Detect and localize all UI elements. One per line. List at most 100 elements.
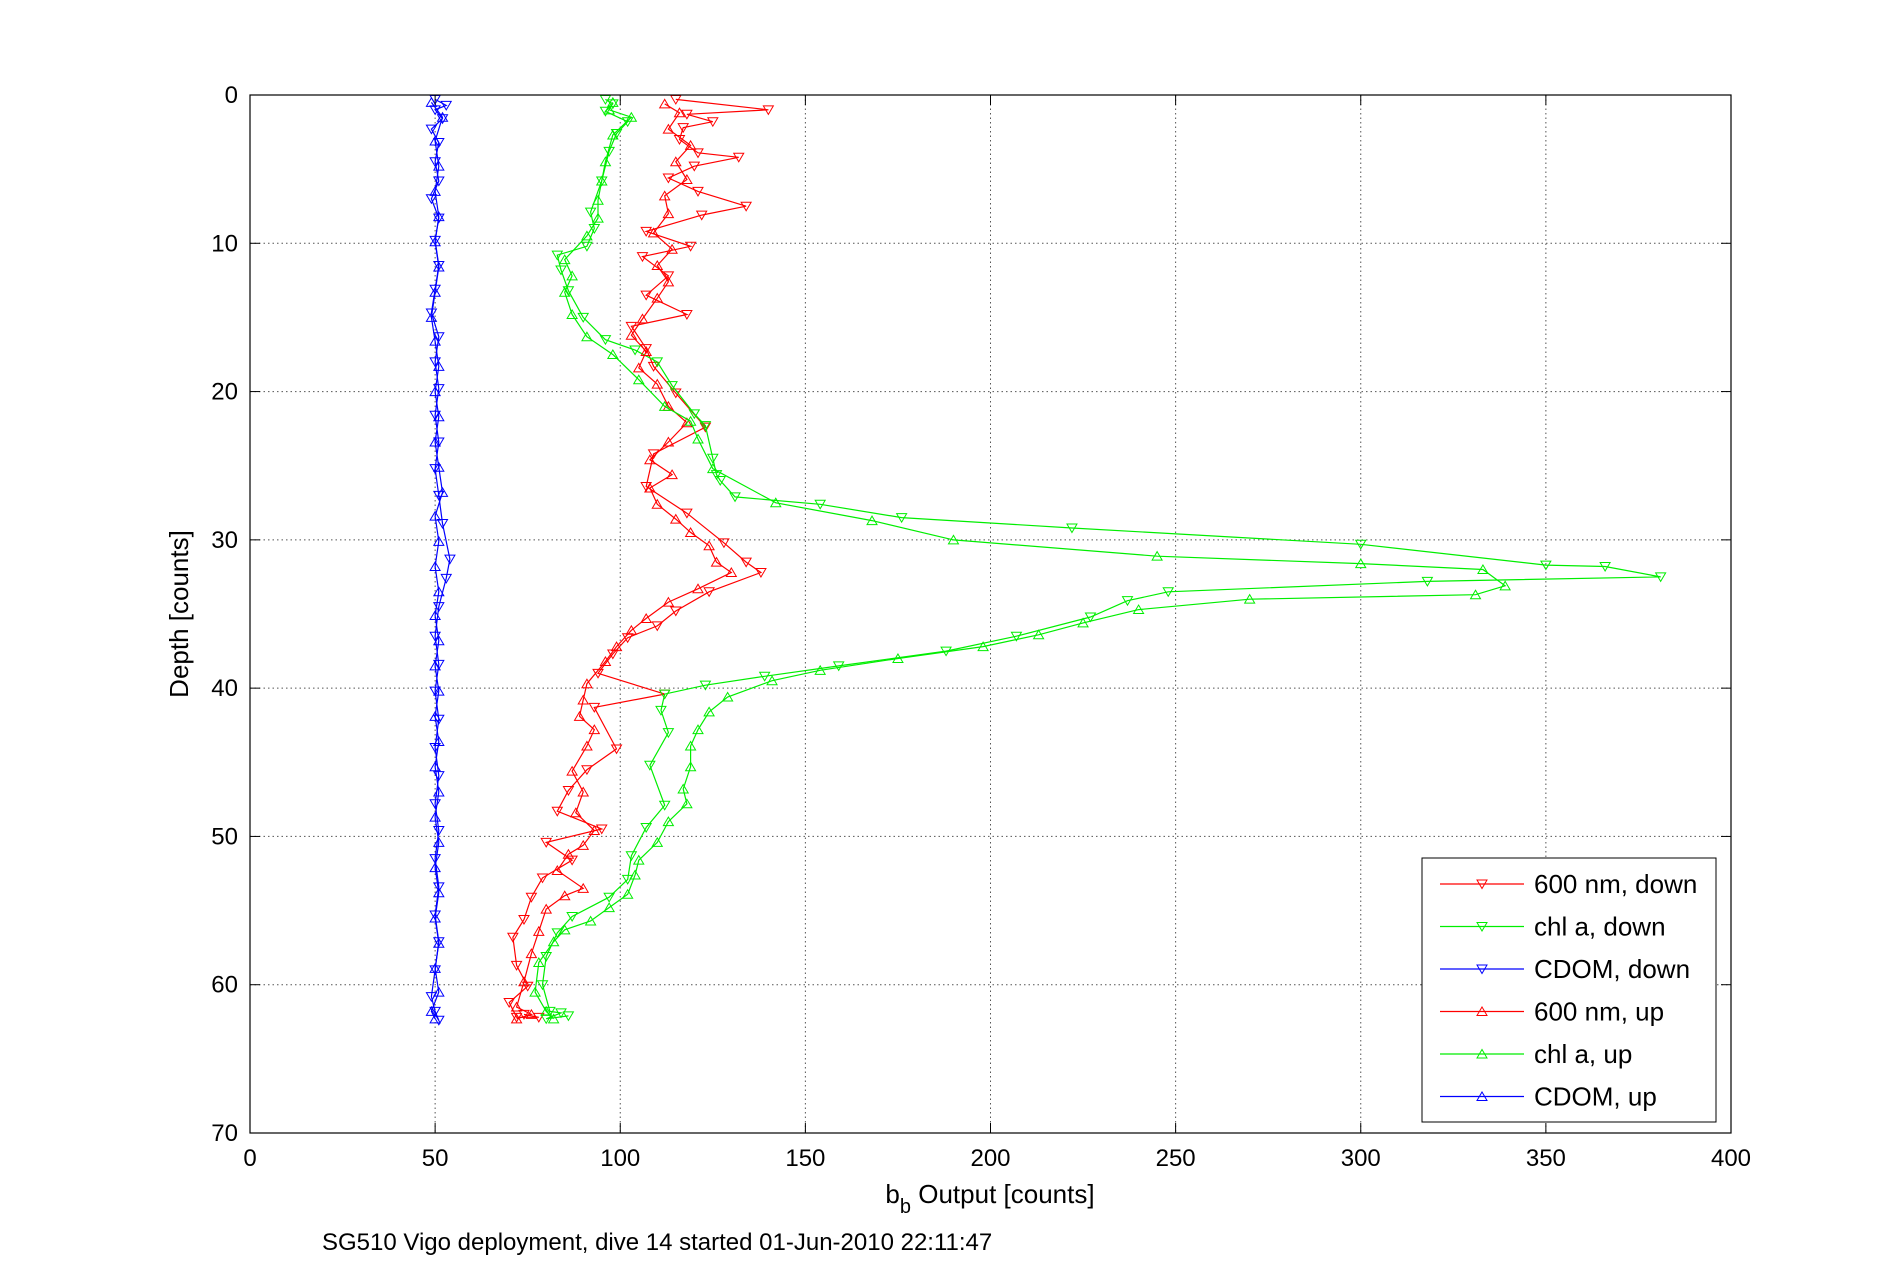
ticks: 0 50 100 150 200 250 300 350 400 0 10 20 30 40 50 60 70	[211, 82, 1751, 1172]
data-point-marker	[532, 925, 545, 936]
data-point-marker	[429, 335, 441, 346]
data-point-marker	[429, 561, 441, 572]
data-point-marker	[662, 816, 675, 827]
data-point-marker	[432, 332, 445, 343]
data-point-marker	[673, 107, 686, 118]
data-point-marker	[544, 1006, 556, 1017]
y-tick-label: 50	[211, 823, 238, 850]
data-point-marker	[632, 854, 645, 865]
data-point-marker	[577, 694, 590, 705]
data-point-marker	[706, 117, 719, 128]
data-point-marker	[603, 104, 616, 115]
data-point-marker	[432, 211, 445, 222]
data-point-marker	[706, 453, 719, 464]
x-axis-label: bb Output [counts]	[885, 1179, 1094, 1218]
legend: 600 nm, down chl a, down CDOM, down 600 nm,…	[1421, 857, 1717, 1123]
legend-item: CDOM, up	[1440, 1082, 1657, 1112]
data-point-marker	[729, 492, 741, 503]
data-point-marker	[562, 848, 575, 859]
data-point-marker	[432, 786, 445, 797]
series-layer	[425, 94, 1667, 1026]
data-point-marker	[629, 869, 641, 880]
data-point-marker	[681, 508, 693, 519]
data-point-marker	[662, 596, 675, 607]
data-point-marker	[699, 422, 712, 433]
data-point-marker	[699, 421, 712, 432]
legend-marker	[1476, 922, 1488, 932]
data-point-marker	[632, 362, 645, 373]
data-point-marker	[692, 724, 704, 735]
data-point-marker	[692, 433, 704, 444]
data-point-marker	[684, 740, 697, 751]
data-point-marker	[588, 825, 601, 835]
data-point-marker	[432, 535, 445, 546]
data-point-marker	[562, 286, 575, 297]
data-point-marker	[658, 190, 671, 201]
data-point-marker	[429, 686, 441, 697]
data-point-marker	[625, 321, 638, 332]
data-point-marker	[595, 175, 608, 186]
data-point-marker	[432, 137, 445, 148]
data-point-marker	[721, 691, 734, 702]
y-tick-label: 10	[211, 230, 238, 257]
data-point-marker	[662, 728, 675, 739]
data-point-marker	[577, 882, 590, 893]
data-point-marker	[555, 265, 567, 276]
data-point-marker	[429, 811, 441, 822]
data-point-marker	[710, 556, 723, 567]
data-point-marker	[1421, 576, 1434, 587]
y-tick-label: 60	[211, 972, 238, 999]
data-point-marker	[432, 836, 445, 847]
data-point-marker	[1077, 617, 1089, 628]
data-point-marker	[621, 888, 634, 899]
data-point-marker	[588, 702, 601, 713]
x-axis-label-subscript: b	[900, 1196, 911, 1218]
data-point-marker	[692, 148, 704, 159]
data-point-marker	[629, 345, 641, 356]
data-point-marker	[662, 123, 675, 134]
data-point-marker	[688, 161, 701, 172]
data-point-marker	[636, 252, 649, 263]
data-point-marker	[651, 621, 664, 632]
data-point-marker	[1121, 596, 1134, 607]
data-point-marker	[562, 785, 575, 796]
data-point-marker	[1132, 604, 1145, 615]
data-point-marker	[606, 349, 619, 359]
data-point-marker	[603, 892, 616, 903]
data-point-marker	[432, 160, 445, 171]
data-point-marker	[1066, 523, 1078, 534]
data-point-marker	[677, 123, 690, 134]
data-point-marker	[429, 912, 441, 923]
data-point-marker	[640, 346, 653, 357]
data-point-marker	[1151, 550, 1163, 561]
data-point-marker	[651, 836, 664, 847]
data-point-marker	[525, 1008, 538, 1019]
legend-label: chl a, down	[1534, 912, 1666, 942]
data-point-marker	[647, 227, 660, 238]
data-point-marker	[429, 710, 441, 721]
data-point-marker	[1469, 589, 1482, 600]
data-point-marker	[432, 635, 445, 646]
data-point-marker	[425, 124, 438, 135]
data-point-marker	[703, 540, 715, 551]
data-point-marker	[640, 612, 653, 623]
data-point-marker	[429, 854, 441, 865]
data-point-marker	[643, 454, 656, 465]
legend-label: CDOM, down	[1534, 954, 1690, 984]
data-point-marker	[1243, 593, 1256, 604]
data-point-marker	[444, 554, 456, 565]
data-point-marker	[1499, 580, 1512, 591]
data-point-marker	[429, 284, 441, 295]
data-point-marker	[740, 201, 753, 212]
data-point-marker	[432, 659, 445, 670]
data-point-marker	[573, 710, 586, 721]
data-point-marker	[425, 992, 438, 1003]
data-point-marker	[684, 761, 697, 772]
data-point-marker	[436, 486, 449, 497]
data-point-marker	[532, 956, 545, 967]
data-point-marker	[510, 1001, 523, 1012]
data-point-marker	[658, 400, 671, 411]
data-point-marker	[432, 937, 445, 948]
data-point-marker	[658, 98, 671, 109]
data-point-marker	[566, 765, 578, 776]
